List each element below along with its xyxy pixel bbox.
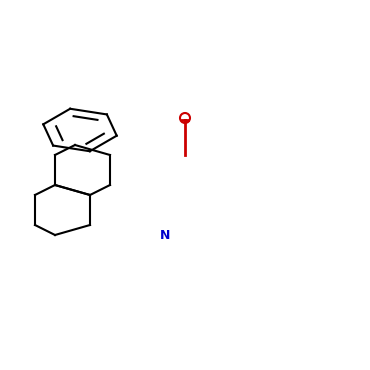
Text: N: N [160,229,170,242]
